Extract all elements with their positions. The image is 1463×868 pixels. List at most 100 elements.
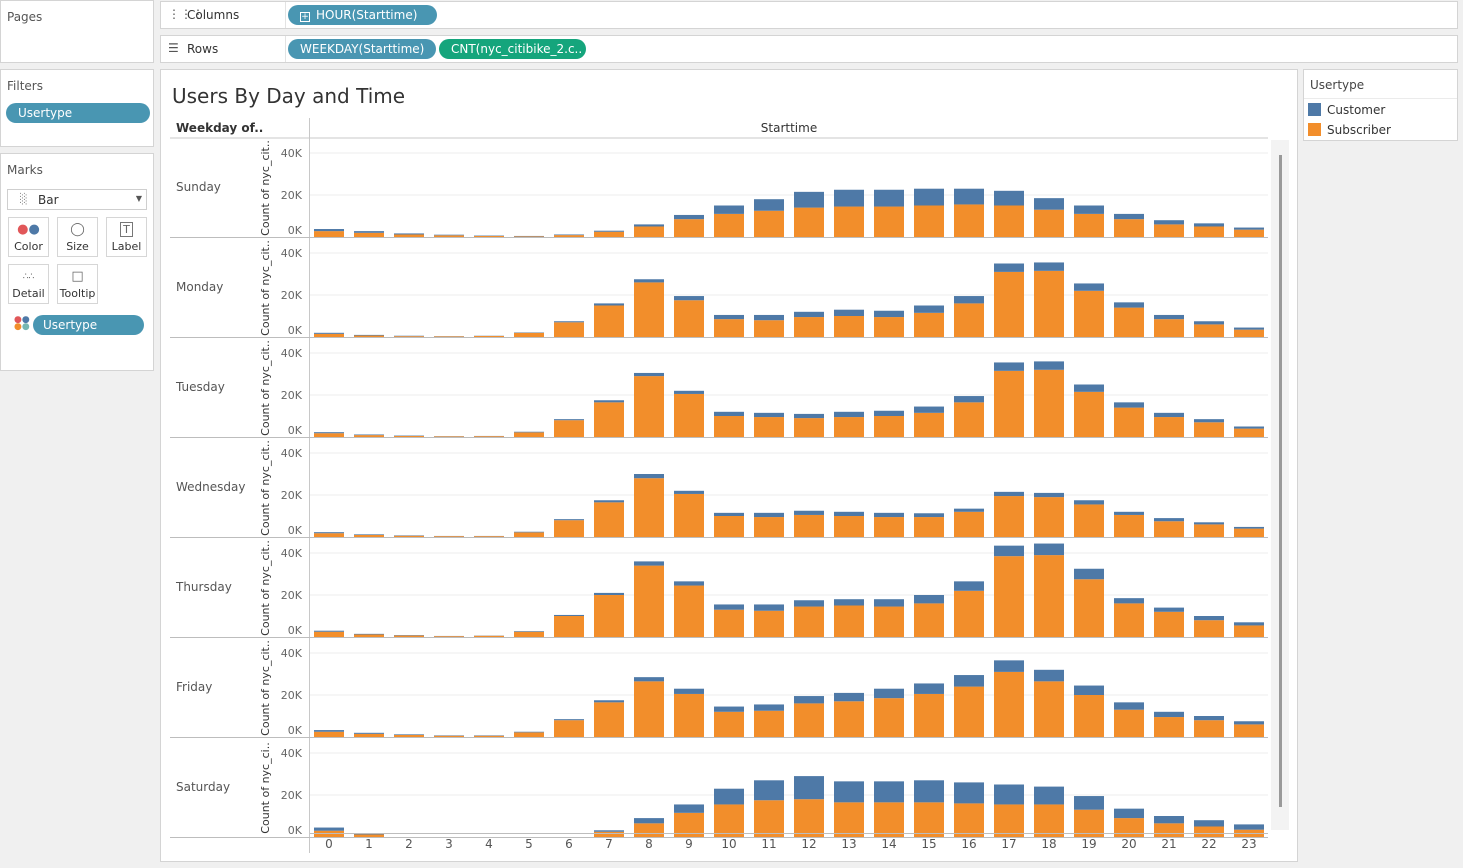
legend-item-subscriber[interactable]: Subscriber [1308, 122, 1391, 138]
tooltip-bubble-icon: □ [71, 269, 84, 284]
customer-bar [314, 630, 344, 632]
tooltip-button-label: Tooltip [59, 287, 96, 300]
customer-bar [994, 491, 1024, 497]
customer-bar [874, 189, 904, 207]
customer-bar [794, 413, 824, 419]
pages-card[interactable]: Pages [0, 0, 154, 63]
color-pill-usertype[interactable]: Usertype [33, 315, 144, 335]
subscriber-bar [1074, 579, 1104, 637]
subscriber-bar [954, 686, 984, 737]
customer-bar [754, 512, 784, 518]
detail-button[interactable]: ∴∴ Detail [8, 264, 49, 304]
customer-bar [394, 233, 424, 235]
customer-bar [754, 780, 784, 801]
subscriber-bar [1114, 603, 1144, 637]
customer-bar [354, 334, 384, 336]
columns-divider [285, 2, 286, 28]
subscriber-bar [1154, 521, 1184, 537]
customer-bar [554, 419, 584, 421]
subscriber-bar [514, 432, 544, 437]
subscriber-bar [874, 802, 904, 837]
customer-bar [1194, 716, 1224, 721]
y-axis-title: Count of nyc_cit.. [259, 440, 272, 536]
subscriber-bar [474, 335, 504, 337]
subscriber-bar [714, 516, 744, 537]
rows-pill-weekday[interactable]: WEEKDAY(Starttime) [288, 39, 436, 59]
label-button[interactable]: T Label [106, 217, 147, 257]
subscriber-bar [754, 417, 784, 437]
customer-bar [514, 431, 544, 433]
customer-bar [794, 311, 824, 318]
customer-bar [634, 677, 664, 682]
subscriber-bar [794, 514, 824, 537]
customer-bar [834, 309, 864, 316]
subscriber-bar [1194, 524, 1224, 537]
x-tick-label: 1 [365, 837, 373, 851]
y-axis-title: Count of nyc_cit.. [259, 240, 272, 336]
subscriber-bar [994, 804, 1024, 837]
subscriber-bar [914, 312, 944, 337]
rows-pill-count[interactable]: CNT(nyc_citibike_2.c.. [439, 39, 586, 59]
sheet-title: Users By Day and Time [172, 84, 406, 108]
subscriber-bar [554, 235, 584, 237]
subscriber-bar [1154, 717, 1184, 737]
y-axis-title: Count of nyc_ci.. [259, 742, 272, 833]
subscriber-bar [914, 412, 944, 437]
customer-bar [1034, 198, 1064, 210]
tooltip-button[interactable]: □ Tooltip [57, 264, 98, 304]
subscriber-bar [1154, 319, 1184, 337]
subscriber-bar [354, 232, 384, 237]
weekday-label: Sunday [176, 180, 221, 194]
subscriber-bar [314, 731, 344, 737]
columns-pill-hour[interactable]: + HOUR(Starttime) [288, 5, 437, 25]
weekday-label: Thursday [175, 580, 232, 594]
y-tick-label: 0K [288, 824, 303, 837]
y-tick-label: 0K [288, 724, 303, 737]
subscriber-bar [834, 417, 864, 437]
subscriber-bar [914, 205, 944, 237]
customer-bar [1194, 616, 1224, 621]
subscriber-bar [594, 231, 624, 237]
subscriber-bar [514, 732, 544, 737]
x-tick-label: 13 [841, 837, 856, 851]
subscriber-bar [914, 802, 944, 837]
y-axis-title: Count of nyc_cit.. [259, 140, 272, 236]
subscriber-bar [1034, 497, 1064, 537]
subscriber-bar [1114, 709, 1144, 737]
subscriber-bar [354, 634, 384, 637]
x-tick-label: 6 [565, 837, 573, 851]
subscriber-bar [954, 590, 984, 637]
scrollbar-thumb[interactable] [1279, 155, 1282, 807]
y-tick-label: 0K [288, 624, 303, 637]
filter-pill-usertype[interactable]: Usertype [6, 103, 150, 123]
legend-card: Usertype Customer Subscriber [1303, 69, 1458, 141]
subscriber-bar [1034, 270, 1064, 337]
subscriber-bar [474, 536, 504, 537]
subscriber-bar [1074, 695, 1104, 737]
legend-item-customer[interactable]: Customer [1308, 102, 1385, 118]
rows-divider [285, 36, 286, 62]
subscriber-bar [794, 317, 824, 337]
customer-bar [994, 784, 1024, 805]
color-button[interactable]: ●● Color [8, 217, 49, 257]
subscriber-bar [434, 536, 464, 537]
mark-type-dropdown[interactable]: ░ Bar ▼ [7, 189, 147, 210]
customer-bar [1114, 511, 1144, 515]
subscriber-bar [954, 511, 984, 537]
customer-bar [914, 513, 944, 518]
columns-shelf: ⋮⋮⋮ Columns + HOUR(Starttime) [160, 1, 1458, 29]
stacked-bar-chart: Weekday of.. Starttime Sunday Count of ny… [170, 118, 1289, 853]
customer-bar [834, 411, 864, 418]
chevron-down-icon: ▼ [135, 194, 142, 203]
subscriber-bar [1154, 823, 1184, 837]
x-tick-label: 5 [525, 837, 533, 851]
subscriber-bar [674, 493, 704, 537]
subscriber-bar [1114, 818, 1144, 837]
subscriber-bar [714, 609, 744, 637]
customer-bar [914, 188, 944, 206]
subscriber-bar [1194, 720, 1224, 737]
size-button[interactable]: ◯ Size [57, 217, 98, 257]
customer-bar [1074, 283, 1104, 291]
customer-bar [874, 410, 904, 416]
customer-bar [714, 788, 744, 805]
